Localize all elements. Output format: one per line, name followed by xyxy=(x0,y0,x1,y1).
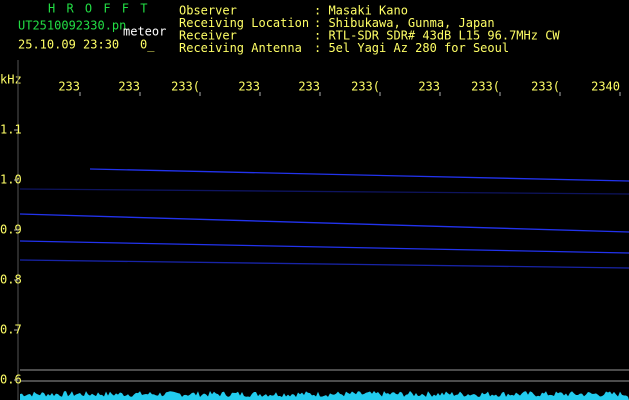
x-tick-label: 233( xyxy=(171,80,200,94)
y-tick-label: 0.7 xyxy=(0,323,22,337)
app-title: H R O F F T xyxy=(48,2,149,16)
y-tick-label: 1.1 xyxy=(0,123,22,137)
trace xyxy=(89,168,629,182)
x-tick-label: 233( xyxy=(531,80,560,94)
file-name: UT2510092330.pn xyxy=(18,19,126,33)
x-tick-label: 233 xyxy=(298,80,320,94)
y-tick-label: 0.9 xyxy=(0,223,22,237)
x-tick-label: 233 xyxy=(58,80,80,94)
x-tick-label: 233 xyxy=(418,80,440,94)
info-label: Observer xyxy=(179,4,237,18)
y-tick-label: 0.8 xyxy=(0,273,22,287)
y-unit: kHz xyxy=(0,73,22,87)
noise-floor xyxy=(20,391,629,400)
y-tick-label: 0.6 xyxy=(0,373,22,387)
x-tick-label: 233( xyxy=(351,80,380,94)
x-tick-label: 233 xyxy=(118,80,140,94)
trace xyxy=(19,259,629,269)
traces xyxy=(19,168,629,269)
info-value: : RTL-SDR SDR# 43dB L15 96.7MHz CW xyxy=(314,29,560,43)
info-label: Receiver xyxy=(179,29,237,43)
y-tick-label: 1.0 xyxy=(0,173,22,187)
trace xyxy=(19,240,629,254)
trace xyxy=(19,213,629,233)
info-label: Receiving Antenna xyxy=(179,41,302,55)
x-tick-label: 2340 xyxy=(591,80,620,94)
mode: meteor xyxy=(123,25,166,39)
x-tick-label: 233( xyxy=(471,80,500,94)
info-value: : 5el Yagi Az 280 for Seoul xyxy=(314,41,509,55)
trace xyxy=(19,188,629,195)
info-label: Receiving Location xyxy=(179,16,309,30)
info-value: : Masaki Kano xyxy=(314,4,408,18)
x-tick-label: 233 xyxy=(238,80,260,94)
count: 0_ xyxy=(140,38,155,52)
info-value: : Shibukawa, Gunma, Japan xyxy=(314,16,495,30)
datetime: 25.10.09 23:30 xyxy=(18,38,119,52)
